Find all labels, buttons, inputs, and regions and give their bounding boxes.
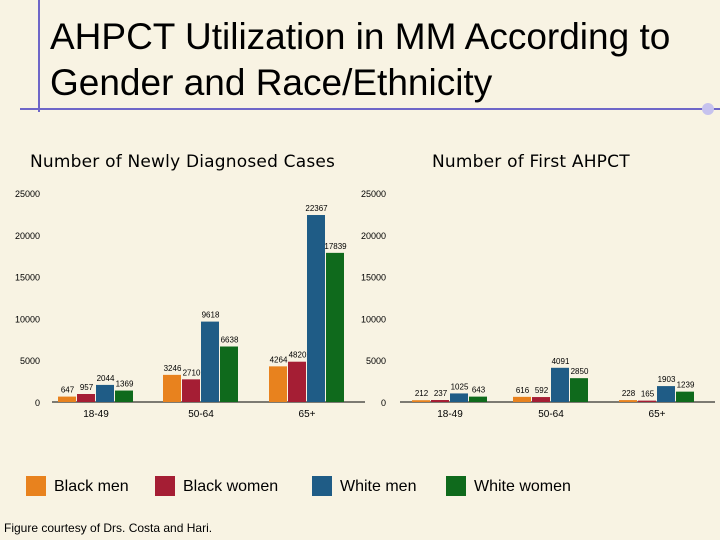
legend-swatch-black-women: [155, 476, 175, 496]
left-bar-black-men-50-64: [163, 374, 181, 402]
right-category-label-65: 65+: [649, 409, 666, 420]
left-bar-black-men-65: [269, 366, 287, 402]
figure-credit: Figure courtesy of Drs. Costa and Hari.: [4, 521, 213, 535]
right-bar-white-women-18-49: [469, 396, 487, 402]
left-bar-black-men-18-49: [58, 396, 76, 402]
right-y-tick-label: 5000: [366, 356, 386, 366]
right-bar-black-women-65: [638, 400, 656, 402]
decorative-vertical-line: [38, 0, 40, 112]
left-chart-title: Number of Newly Diagnosed Cases: [30, 152, 336, 172]
right-chart-title: Number of First AHPCT: [432, 152, 630, 172]
right-data-label-black-men-18-49: 212: [415, 389, 429, 398]
right-bar-black-men-65: [619, 400, 637, 402]
right-bar-black-women-50-64: [532, 397, 550, 402]
left-data-label-white-women-50-64: 6638: [221, 336, 239, 345]
right-bar-white-women-50-64: [570, 378, 588, 402]
left-bar-white-women-50-64: [220, 346, 238, 402]
left-data-label-white-women-18-49: 1369: [116, 380, 134, 389]
legend-label-white-women: White women: [474, 478, 571, 495]
left-bar-white-women-65: [326, 252, 344, 402]
legend-label-white-men: White men: [340, 478, 417, 495]
left-bar-black-women-18-49: [77, 393, 95, 402]
left-category-label-65: 65+: [299, 409, 316, 420]
right-bar-white-men-65: [657, 386, 675, 402]
right-data-label-black-women-18-49: 237: [434, 389, 448, 398]
right-bar-black-men-18-49: [412, 400, 430, 402]
left-y-tick-label: 15000: [15, 273, 40, 283]
left-bar-white-men-18-49: [96, 384, 114, 402]
slide-title: AHPCT Utilization in MM According to Gen…: [50, 16, 671, 103]
right-data-label-black-women-50-64: 592: [535, 386, 549, 395]
left-y-tick-label: 10000: [15, 314, 40, 324]
decorative-horizontal-line: [20, 108, 720, 110]
legend-swatch-black-men: [26, 476, 46, 496]
right-category-label-18-49: 18-49: [437, 409, 463, 420]
right-data-label-white-men-18-49: 1025: [451, 382, 469, 391]
decorative-dot: [702, 103, 714, 115]
left-data-label-white-women-65: 17839: [324, 242, 347, 251]
right-bar-white-men-18-49: [450, 393, 468, 402]
right-data-label-white-women-18-49: 643: [472, 386, 486, 395]
left-bar-black-women-65: [288, 361, 306, 402]
right-bar-black-men-50-64: [513, 396, 531, 402]
legend-label-black-women: Black women: [183, 478, 279, 495]
right-data-label-white-women-65: 1239: [677, 381, 695, 390]
right-bar-white-women-65: [676, 391, 694, 402]
legend-swatch-white-men: [312, 476, 332, 496]
right-bar-black-women-18-49: [431, 400, 449, 402]
right-category-label-50-64: 50-64: [538, 409, 564, 420]
right-y-tick-label: 0: [381, 398, 386, 408]
right-data-label-white-men-50-64: 4091: [552, 357, 570, 366]
right-data-label-black-men-50-64: 616: [516, 386, 530, 395]
right-y-tick-label: 10000: [361, 314, 386, 324]
left-data-label-white-men-65: 22367: [305, 204, 328, 213]
left-data-label-black-men-18-49: 647: [61, 386, 75, 395]
right-data-label-black-women-65: 165: [641, 390, 655, 399]
left-data-label-black-women-50-64: 2710: [183, 368, 201, 377]
left-y-tick-label: 5000: [20, 356, 40, 366]
left-data-label-black-women-18-49: 957: [80, 383, 94, 392]
left-category-label-50-64: 50-64: [188, 409, 214, 420]
left-bar-white-men-65: [307, 215, 325, 402]
left-bar-white-women-18-49: [115, 390, 133, 402]
right-bar-white-men-50-64: [551, 367, 569, 402]
right-y-tick-label: 20000: [361, 231, 386, 241]
left-data-label-white-men-18-49: 2044: [97, 374, 115, 383]
legend-label-black-men: Black men: [54, 478, 129, 495]
left-category-label-18-49: 18-49: [83, 409, 109, 420]
left-data-label-black-women-65: 4820: [289, 351, 307, 360]
legend-swatch-white-women: [446, 476, 466, 496]
right-data-label-white-men-65: 1903: [658, 375, 676, 384]
left-bar-white-men-50-64: [201, 321, 219, 402]
right-y-tick-label: 25000: [361, 189, 386, 199]
left-y-tick-label: 25000: [15, 189, 40, 199]
left-data-label-black-men-65: 4264: [270, 355, 288, 364]
left-y-tick-label: 20000: [15, 231, 40, 241]
right-data-label-black-men-65: 228: [622, 389, 636, 398]
left-data-label-black-men-50-64: 3246: [164, 364, 182, 373]
right-data-label-white-women-50-64: 2850: [571, 367, 589, 376]
left-data-label-white-men-50-64: 9618: [202, 311, 220, 320]
right-y-tick-label: 15000: [361, 273, 386, 283]
left-y-tick-label: 0: [35, 398, 40, 408]
left-bar-black-women-50-64: [182, 379, 200, 402]
